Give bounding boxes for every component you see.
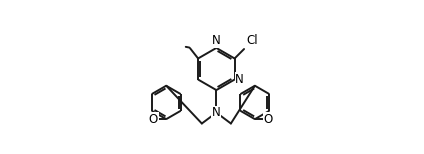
Text: N: N (212, 34, 221, 47)
Text: N: N (235, 73, 244, 86)
Text: O: O (149, 113, 158, 126)
Text: O: O (263, 113, 272, 126)
Text: Cl: Cl (246, 34, 258, 47)
Text: N: N (212, 106, 221, 119)
